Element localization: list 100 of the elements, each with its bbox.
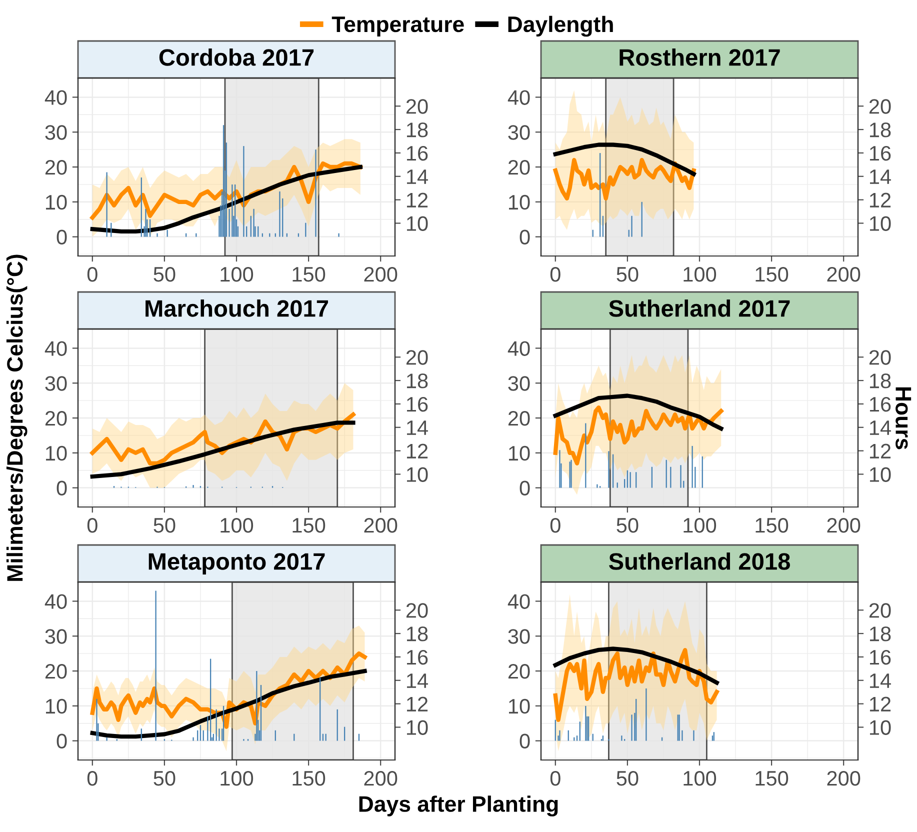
- y-tick-label: 20: [45, 411, 67, 426]
- y2-tick-label: 10: [407, 467, 428, 482]
- y-tick-label: 0: [56, 230, 67, 245]
- x-tick-label: 50: [616, 518, 638, 533]
- line-series: [553, 158, 696, 200]
- y2-tick-label: 10: [870, 216, 891, 231]
- y2-tick-label: 14: [407, 170, 428, 184]
- x-tick-label: 150: [292, 518, 326, 533]
- x-tick-label: 100: [220, 770, 254, 786]
- x-tick-label: 0: [87, 518, 98, 533]
- y-tick-label: 30: [45, 629, 67, 644]
- x-tick-label: 200: [827, 266, 860, 282]
- y-tick-label: 30: [45, 376, 67, 391]
- x-tick-label: 150: [756, 518, 788, 533]
- line-series: [553, 394, 724, 431]
- chart-title: Sutherland 2018: [608, 552, 790, 570]
- chart-title: Marchouch 2017: [146, 299, 328, 317]
- y2-tick-label: 14: [870, 420, 891, 435]
- y2-tick-label: 20: [406, 350, 428, 365]
- y-tick-label: 10: [46, 194, 67, 210]
- y2-tick-label: 18: [407, 122, 428, 138]
- y2-tick-label: 18: [870, 626, 891, 642]
- y2-tick-label: 20: [869, 350, 891, 365]
- x-tick-label: 150: [756, 266, 788, 282]
- line-series: [553, 142, 696, 176]
- chart-title: Sutherland 2017: [608, 299, 790, 317]
- y2-tick-label: 20: [869, 603, 891, 618]
- chart-title: Metaponto 2017: [148, 553, 325, 575]
- y-tick-label: 0: [56, 480, 67, 496]
- y-tick-label: 20: [45, 160, 67, 175]
- x-tick-label: 0: [550, 266, 560, 282]
- legend-label: Daylength: [508, 16, 613, 37]
- y2-tick-label: 20: [406, 99, 428, 114]
- y-tick-label: 10: [46, 698, 67, 714]
- line-series: [90, 420, 356, 479]
- x-tick-label: 200: [364, 518, 398, 533]
- y-tick-label: 0: [520, 230, 530, 245]
- y-tick-label: 20: [508, 664, 530, 679]
- y2-tick-label: 12: [407, 696, 428, 712]
- x-tick-label: 0: [550, 770, 560, 786]
- y2-tick-label: 16: [407, 396, 428, 412]
- y-tick-label: 40: [44, 341, 67, 356]
- y-tick-label: 40: [508, 341, 530, 356]
- x-tick-label: 50: [154, 518, 176, 533]
- y2-tick-label: 12: [870, 444, 891, 458]
- y2-tick-label: 10: [407, 216, 428, 231]
- x-tick-label: 200: [364, 770, 398, 786]
- y-tick-label: 30: [508, 629, 530, 644]
- x-tick-label: 100: [220, 266, 254, 282]
- line-series: [553, 405, 724, 466]
- y2-tick-label: 12: [870, 192, 891, 208]
- y2-tick-label: 16: [870, 650, 891, 665]
- y-axis-title: Milimeters/Degrees Celcius(°C): [6, 254, 28, 581]
- line-series: [90, 668, 367, 739]
- y2-tick-label: 14: [870, 674, 891, 688]
- y2-tick-label: 14: [407, 420, 428, 435]
- y2-tick-label: 14: [407, 674, 428, 688]
- y-tick-label: 0: [520, 734, 530, 749]
- x-tick-label: 50: [616, 770, 638, 786]
- y-tick-label: 40: [44, 594, 67, 609]
- y2-tick-label: 10: [870, 467, 891, 482]
- y2-tick-label: 18: [407, 626, 428, 642]
- y-tick-label: 20: [508, 411, 530, 426]
- y2-tick-label: 12: [870, 696, 891, 712]
- y-tick-label: 40: [508, 594, 530, 609]
- y-tick-label: 30: [508, 125, 530, 140]
- x-tick-label: 100: [220, 518, 254, 533]
- y-tick-label: 10: [509, 194, 530, 210]
- y-tick-label: 10: [46, 446, 67, 461]
- y-tick-label: 40: [44, 90, 67, 105]
- y-tick-label: 30: [45, 125, 67, 140]
- y2-tick-label: 16: [407, 146, 428, 161]
- x-tick-label: 0: [87, 770, 98, 786]
- y-tick-label: 30: [508, 376, 530, 391]
- x-tick-label: 0: [87, 266, 98, 282]
- x-tick-label: 150: [756, 770, 788, 786]
- x-tick-label: 200: [827, 770, 860, 786]
- y2-tick-label: 20: [406, 603, 428, 618]
- y2-tick-label: 18: [870, 374, 891, 388]
- y-tick-label: 20: [45, 664, 67, 679]
- x-tick-label: 100: [684, 518, 716, 533]
- y-tick-label: 0: [520, 480, 530, 496]
- line-series: [553, 648, 719, 722]
- y2-tick-label: 20: [869, 99, 891, 114]
- y-tick-label: 10: [509, 446, 530, 461]
- x-tick-label: 0: [550, 518, 560, 533]
- y-tick-label: 0: [56, 734, 67, 749]
- x-tick-label: 200: [827, 518, 860, 533]
- x-tick-label: 50: [616, 266, 638, 282]
- y2-tick-label: 16: [407, 650, 428, 665]
- y2-axis-title: Hours: [896, 387, 912, 450]
- y2-tick-label: 16: [870, 146, 891, 161]
- x-tick-label: 200: [364, 266, 398, 282]
- chart-title: Cordoba 2017: [159, 48, 314, 66]
- y2-tick-label: 18: [870, 122, 891, 138]
- x-tick-label: 50: [154, 266, 176, 282]
- y-tick-label: 40: [508, 90, 530, 105]
- y2-tick-label: 18: [407, 374, 428, 388]
- legend-label: Temperature: [332, 16, 464, 37]
- y2-tick-label: 14: [870, 170, 891, 184]
